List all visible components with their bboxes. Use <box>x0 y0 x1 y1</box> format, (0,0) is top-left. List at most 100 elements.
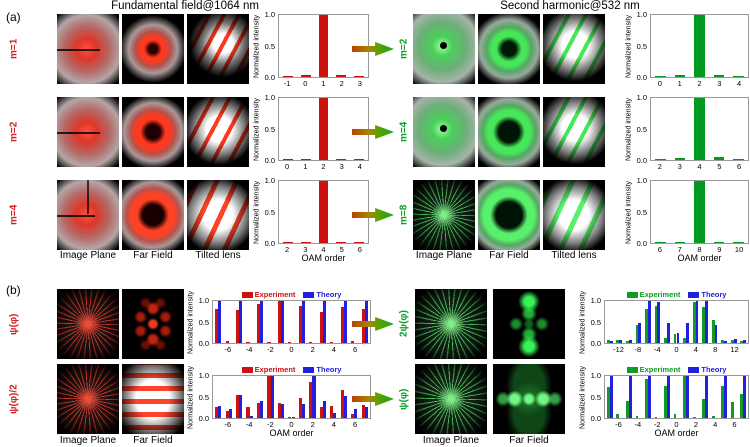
bar-b_left_psi_half-x7-s1 <box>364 407 368 418</box>
bar-a_left_m2-x3 <box>336 158 347 160</box>
bar-b_right_psi-x-3-s0 <box>645 379 648 418</box>
legend-item-experiment: Experiment <box>626 365 680 374</box>
y-axis-ticks-b_right_2psi: 1.0 0.5 0.0 <box>590 296 601 348</box>
bar-b_right_psi-x-2-s0 <box>654 416 658 418</box>
row-label-m-4: m=4 <box>8 204 20 226</box>
beam-image-far-field-m-1 <box>122 14 184 84</box>
row-label-m-2: m=2 <box>8 121 20 143</box>
bar-a_left_m2-x0 <box>283 159 293 160</box>
bar-b_right_2psi-x0-s0 <box>673 333 677 343</box>
bar-b_left_psi_half-x2-s0 <box>309 382 313 418</box>
bar-b_left_psi_half-x-6-s0 <box>225 411 229 418</box>
beam-image-image-plane-- <box>415 364 487 434</box>
x-axis-ticks-a_left_m1: -1 0 1 2 3 <box>283 79 362 88</box>
bar-a_right_m8-x6 <box>655 242 667 243</box>
bar-a_left_m2-x4 <box>354 159 364 160</box>
bar-b_right_psi-x-5-s1 <box>628 376 632 418</box>
bar-b_right_psi-x4-s0 <box>711 415 715 418</box>
beam-image-image-plane--2 <box>57 364 119 434</box>
bar-b_left_psi-x-2-s0 <box>267 341 271 343</box>
bar-b_right_2psi-x2-s1 <box>686 323 689 343</box>
bar-b_left_psi_half-x-3-s1 <box>260 401 264 418</box>
bar-b_left_psi_half-x-7-s1 <box>218 406 222 418</box>
bar-b_left_psi-x-1-s0 <box>277 301 282 343</box>
bar-b_left_psi-x3-s0 <box>319 311 323 343</box>
y-axis-ticks-b_left_psi_half: 1.0 0.5 0.0 <box>198 371 209 423</box>
beam-image-image-plane-m-2 <box>57 97 119 167</box>
bar-b_right_2psi-x-2-s0 <box>664 337 667 343</box>
bar-b_left_psi-x3-s1 <box>322 301 327 343</box>
bar-b_right_psi-x-3-s1 <box>647 376 651 418</box>
legend-swatch-theory <box>303 366 315 373</box>
bar-b_right_psi-x3-s1 <box>705 376 708 418</box>
bar-b_left_psi_half-x1-s1 <box>301 404 306 418</box>
bar-chart-b_left_psi_half: Normalized intensity 1.0 0.5 0.0 Experiment T… <box>186 364 372 441</box>
beam-image-image-plane-m-2 <box>413 14 475 84</box>
bar-b_right_2psi-x8-s1 <box>714 325 718 343</box>
x-axis-ticks-b_right_psi: -6 -4 -2 0 2 4 6 <box>615 420 737 429</box>
beam-image-far-field-m-4 <box>122 180 184 250</box>
bar-a_right_m2-x0 <box>655 76 667 77</box>
bar-b_left_psi-x5-s1 <box>343 301 347 343</box>
chart-plot-area-a_right_m2 <box>650 14 749 78</box>
bar-b_left_psi-x-7-s1 <box>218 301 222 343</box>
column-caption-image-plane: Image Plane <box>59 435 117 446</box>
bar-b_left_psi_half-x-4-s1 <box>249 415 253 418</box>
chart-legend-b_left_psi_half: Experiment Theory <box>212 364 371 375</box>
legend-swatch-experiment <box>626 366 638 373</box>
beam-image-far-field-m-8 <box>478 180 540 250</box>
bar-b_left_psi-x4-s0 <box>330 341 334 343</box>
bar-b_right_2psi-x-8-s1 <box>638 322 642 343</box>
y-axis-ticks-a_right_m2: 1.0 0.5 0.0 <box>636 10 647 82</box>
chart-legend-b_right_2psi: Experiment Theory <box>604 289 749 300</box>
bar-b_right_2psi-x-2-s1 <box>666 323 670 343</box>
bar-b_left_psi_half-x0-s1 <box>291 417 295 418</box>
y-axis-ticks-b_right_psi: 1.0 0.5 0.0 <box>590 371 601 423</box>
row-label-m-4: m=4 <box>398 121 410 143</box>
row-label-m-2: m=2 <box>398 38 410 60</box>
bar-b_right_psi-x6-s0 <box>730 402 734 418</box>
column-caption-image-plane: Image Plane <box>415 250 473 261</box>
beam-image-image-plane-- <box>57 289 119 359</box>
row-label--2: ψ(φ)/2 <box>8 384 20 414</box>
chart-plot-area-a_right_m8 <box>650 180 749 244</box>
bar-b_left_psi_half-x-2-s1 <box>270 376 274 418</box>
bar-b_right_2psi-x10-s1 <box>724 340 728 343</box>
bar-b_right_psi-x1-s0 <box>683 376 687 418</box>
bar-b_left_psi-x2-s0 <box>309 342 313 343</box>
bar-b_right_2psi-x2-s0 <box>683 337 687 343</box>
bar-b_right_2psi-x14-s0 <box>740 340 744 343</box>
bar-a_right_m2-x2 <box>694 15 705 77</box>
beam-image-image-plane-m-4 <box>413 97 475 167</box>
beam-image-far-field-- <box>122 289 184 359</box>
bar-b_left_psi_half-x-5-s1 <box>239 395 243 418</box>
bar-b_left_psi_half-x-5-s0 <box>236 395 240 418</box>
bar-b_right_2psi-x-14-s1 <box>609 341 613 343</box>
bar-b_right_2psi-x-10-s0 <box>625 340 629 343</box>
bar-b_left_psi_half-x-3-s0 <box>256 403 261 418</box>
bar-b_right_2psi-x4-s0 <box>692 302 696 343</box>
bar-b_right_2psi-x-6-s0 <box>645 308 648 343</box>
chart-legend-b_right_psi: Experiment Theory <box>604 364 749 375</box>
beam-image-tilted-lens-m-4 <box>187 180 249 250</box>
chart-plot-area-a_right_m4 <box>650 97 749 161</box>
y-axis-ticks-a_left_m4: 1.0 0.5 0.0 <box>264 176 275 248</box>
legend-item-theory: Theory <box>303 365 341 374</box>
bar-b_right_psi-x-4-s0 <box>635 416 639 418</box>
y-axis-label-a_left_m1: Normalized intensity <box>253 14 261 78</box>
beam-image-far-field-- <box>493 364 565 434</box>
bar-b_right_2psi-x-14-s0 <box>606 339 610 343</box>
column-caption-tilted-lens: Tilted lens <box>195 250 241 261</box>
beam-image-tilted-lens-m-1 <box>187 14 249 84</box>
bar-b_left_psi-x0-s0 <box>288 341 292 343</box>
bar-b_right_2psi-x0-s1 <box>676 332 680 343</box>
bar-b_left_psi-x6-s0 <box>351 340 355 343</box>
row-label-m-1: m=1 <box>8 38 20 60</box>
beam-image-image-plane-m-4 <box>57 180 119 250</box>
bar-b_left_psi_half-x4-s1 <box>333 412 337 418</box>
bar-b_right_psi-x-6-s0 <box>616 413 620 418</box>
beam-image-tilted-lens-m-2 <box>543 14 605 84</box>
bar-b_right_psi-x-1-s1 <box>666 376 670 418</box>
bar-b_right_psi-x5-s0 <box>721 385 725 418</box>
panel-a-label: (a) <box>6 10 21 24</box>
